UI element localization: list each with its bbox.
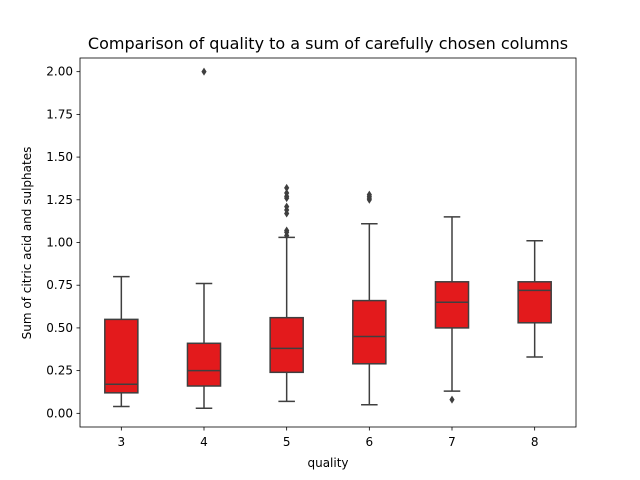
chart-title: Comparison of quality to a sum of carefu…	[88, 34, 568, 53]
box-iqr	[517, 281, 552, 324]
box-8	[517, 240, 552, 358]
x-tick-label: 3	[118, 435, 126, 449]
box-iqr	[269, 316, 304, 374]
outlier-point	[449, 395, 455, 404]
outlier-point	[201, 67, 207, 76]
x-tick-label: 7	[448, 435, 456, 449]
x-axis-label: quality	[307, 456, 348, 470]
box-iqr	[434, 281, 470, 329]
box-iqr	[352, 299, 387, 365]
box-7	[434, 216, 470, 404]
outlier-point	[284, 226, 290, 235]
y-tick-label: 1.75	[46, 107, 73, 121]
y-axis: 0.00 0.25 0.50 0.75 1.00 1.25 1.50 1.75 2.00	[46, 65, 80, 420]
y-tick-label: 0.50	[46, 321, 73, 335]
box-6	[352, 190, 387, 406]
y-tick-label: 1.00	[46, 236, 73, 250]
outlier-point	[366, 190, 372, 199]
x-tick-label: 5	[283, 435, 291, 449]
y-axis-label: Sum of citric acid and sulphates	[20, 147, 34, 340]
y-tick-label: 0.75	[46, 278, 73, 292]
y-tick-label: 0.25	[46, 364, 73, 378]
y-tick-label: 1.25	[46, 193, 73, 207]
box-5	[269, 183, 304, 403]
x-axis: 3 4 5 6 7 8	[118, 427, 539, 449]
outlier-point	[284, 183, 290, 192]
y-tick-label: 1.50	[46, 150, 73, 164]
outlier-point	[284, 188, 290, 197]
y-tick-label: 2.00	[46, 65, 73, 79]
box-4	[186, 67, 222, 409]
outlier-point	[284, 202, 290, 211]
box-series	[104, 67, 552, 409]
axes-frame	[79, 57, 577, 428]
y-tick-label: 0.00	[46, 406, 73, 420]
x-tick-label: 4	[200, 435, 208, 449]
box-iqr	[104, 318, 139, 394]
x-tick-label: 8	[531, 435, 539, 449]
plot-area	[79, 57, 577, 428]
x-tick-label: 6	[366, 435, 374, 449]
box-3	[104, 275, 139, 408]
box-iqr	[186, 342, 222, 387]
